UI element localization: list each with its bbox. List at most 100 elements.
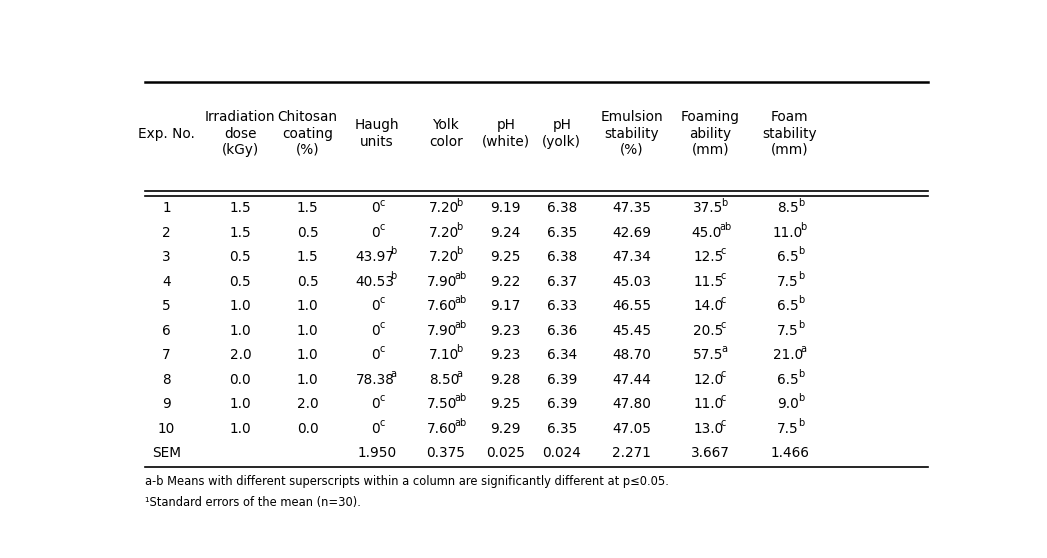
Text: 10: 10 (158, 421, 175, 435)
Text: 13.0: 13.0 (693, 421, 723, 435)
Text: 48.70: 48.70 (612, 348, 651, 362)
Text: 9.23: 9.23 (491, 324, 521, 338)
Text: 7.5: 7.5 (777, 324, 799, 338)
Text: b: b (798, 320, 804, 330)
Text: Exp. No.: Exp. No. (138, 127, 195, 141)
Text: 47.05: 47.05 (612, 421, 651, 435)
Text: 45.45: 45.45 (611, 324, 651, 338)
Text: 9.28: 9.28 (491, 373, 521, 387)
Text: 37.5: 37.5 (693, 201, 723, 215)
Text: 20.5: 20.5 (693, 324, 723, 338)
Text: 4: 4 (162, 275, 171, 288)
Text: Haugh
units: Haugh units (355, 118, 399, 148)
Text: 0: 0 (371, 397, 379, 411)
Text: 6.5: 6.5 (777, 299, 799, 313)
Text: 11.0: 11.0 (693, 397, 723, 411)
Text: Yolk
color: Yolk color (429, 118, 463, 148)
Text: b: b (721, 198, 728, 208)
Text: 12.0: 12.0 (693, 373, 723, 387)
Text: c: c (380, 418, 385, 428)
Text: Irradiation
dose
(kGy): Irradiation dose (kGy) (205, 110, 275, 157)
Text: b: b (456, 198, 463, 208)
Text: 2: 2 (162, 225, 171, 239)
Text: 6.38: 6.38 (547, 250, 577, 264)
Text: 0: 0 (371, 324, 379, 338)
Text: a: a (456, 369, 463, 379)
Text: 47.44: 47.44 (612, 373, 651, 387)
Text: b: b (798, 296, 804, 305)
Text: 2.0: 2.0 (229, 348, 251, 362)
Text: b: b (389, 247, 396, 257)
Text: 78.38: 78.38 (356, 373, 395, 387)
Text: 9: 9 (162, 397, 171, 411)
Text: 9.25: 9.25 (490, 397, 521, 411)
Text: 0: 0 (371, 201, 379, 215)
Text: 46.55: 46.55 (611, 299, 651, 313)
Text: 1.5: 1.5 (297, 250, 318, 264)
Text: a: a (801, 344, 806, 354)
Text: b: b (801, 222, 806, 232)
Text: 21.0: 21.0 (773, 348, 803, 362)
Text: 9.24: 9.24 (491, 225, 521, 239)
Text: 0.5: 0.5 (297, 275, 318, 288)
Text: 45.03: 45.03 (612, 275, 651, 288)
Text: 9.29: 9.29 (490, 421, 521, 435)
Text: 2.0: 2.0 (297, 397, 318, 411)
Text: a: a (721, 344, 727, 354)
Text: c: c (380, 222, 385, 232)
Text: 6.35: 6.35 (547, 225, 577, 239)
Text: 1.5: 1.5 (229, 201, 251, 215)
Text: b: b (798, 271, 804, 281)
Text: 1.466: 1.466 (771, 446, 809, 460)
Text: ab: ab (454, 271, 467, 281)
Text: 47.80: 47.80 (612, 397, 651, 411)
Text: 1.5: 1.5 (229, 225, 251, 239)
Text: 0.5: 0.5 (229, 250, 251, 264)
Text: 0.5: 0.5 (297, 225, 318, 239)
Text: 43.97: 43.97 (355, 250, 395, 264)
Text: 47.34: 47.34 (612, 250, 651, 264)
Text: 6.38: 6.38 (547, 201, 577, 215)
Text: b: b (798, 393, 804, 403)
Text: Foam
stability
(mm): Foam stability (mm) (762, 110, 817, 157)
Text: b: b (456, 344, 463, 354)
Text: 7.5: 7.5 (777, 421, 799, 435)
Text: Chitosan
coating
(%): Chitosan coating (%) (277, 110, 338, 157)
Text: 11.5: 11.5 (693, 275, 723, 288)
Text: 8.5: 8.5 (777, 201, 799, 215)
Text: 0.025: 0.025 (486, 446, 526, 460)
Text: 6.35: 6.35 (547, 421, 577, 435)
Text: 0.024: 0.024 (542, 446, 581, 460)
Text: 6: 6 (162, 324, 171, 338)
Text: 7.5: 7.5 (777, 275, 799, 288)
Text: 7.60: 7.60 (427, 299, 458, 313)
Text: 1: 1 (162, 201, 171, 215)
Text: c: c (380, 393, 385, 403)
Text: 45.0: 45.0 (691, 225, 721, 239)
Text: b: b (798, 418, 804, 428)
Text: b: b (456, 247, 463, 257)
Text: ¹Standard errors of the mean (n=30).: ¹Standard errors of the mean (n=30). (146, 496, 361, 509)
Text: 0.5: 0.5 (229, 275, 251, 288)
Text: 0: 0 (371, 348, 379, 362)
Text: 6.39: 6.39 (547, 397, 577, 411)
Text: 0.0: 0.0 (229, 373, 251, 387)
Text: c: c (721, 369, 727, 379)
Text: c: c (721, 393, 727, 403)
Text: 1.0: 1.0 (297, 348, 318, 362)
Text: 1.0: 1.0 (229, 397, 251, 411)
Text: c: c (721, 418, 727, 428)
Text: SEM: SEM (152, 446, 181, 460)
Text: 5: 5 (162, 299, 171, 313)
Text: 7.60: 7.60 (427, 421, 458, 435)
Text: 7.50: 7.50 (427, 397, 458, 411)
Text: 12.5: 12.5 (693, 250, 723, 264)
Text: c: c (380, 198, 385, 208)
Text: 6.37: 6.37 (547, 275, 577, 288)
Text: b: b (798, 247, 804, 257)
Text: 0: 0 (371, 225, 379, 239)
Text: 1.0: 1.0 (297, 373, 318, 387)
Text: 1.0: 1.0 (229, 299, 251, 313)
Text: 6.33: 6.33 (547, 299, 577, 313)
Text: c: c (380, 296, 385, 305)
